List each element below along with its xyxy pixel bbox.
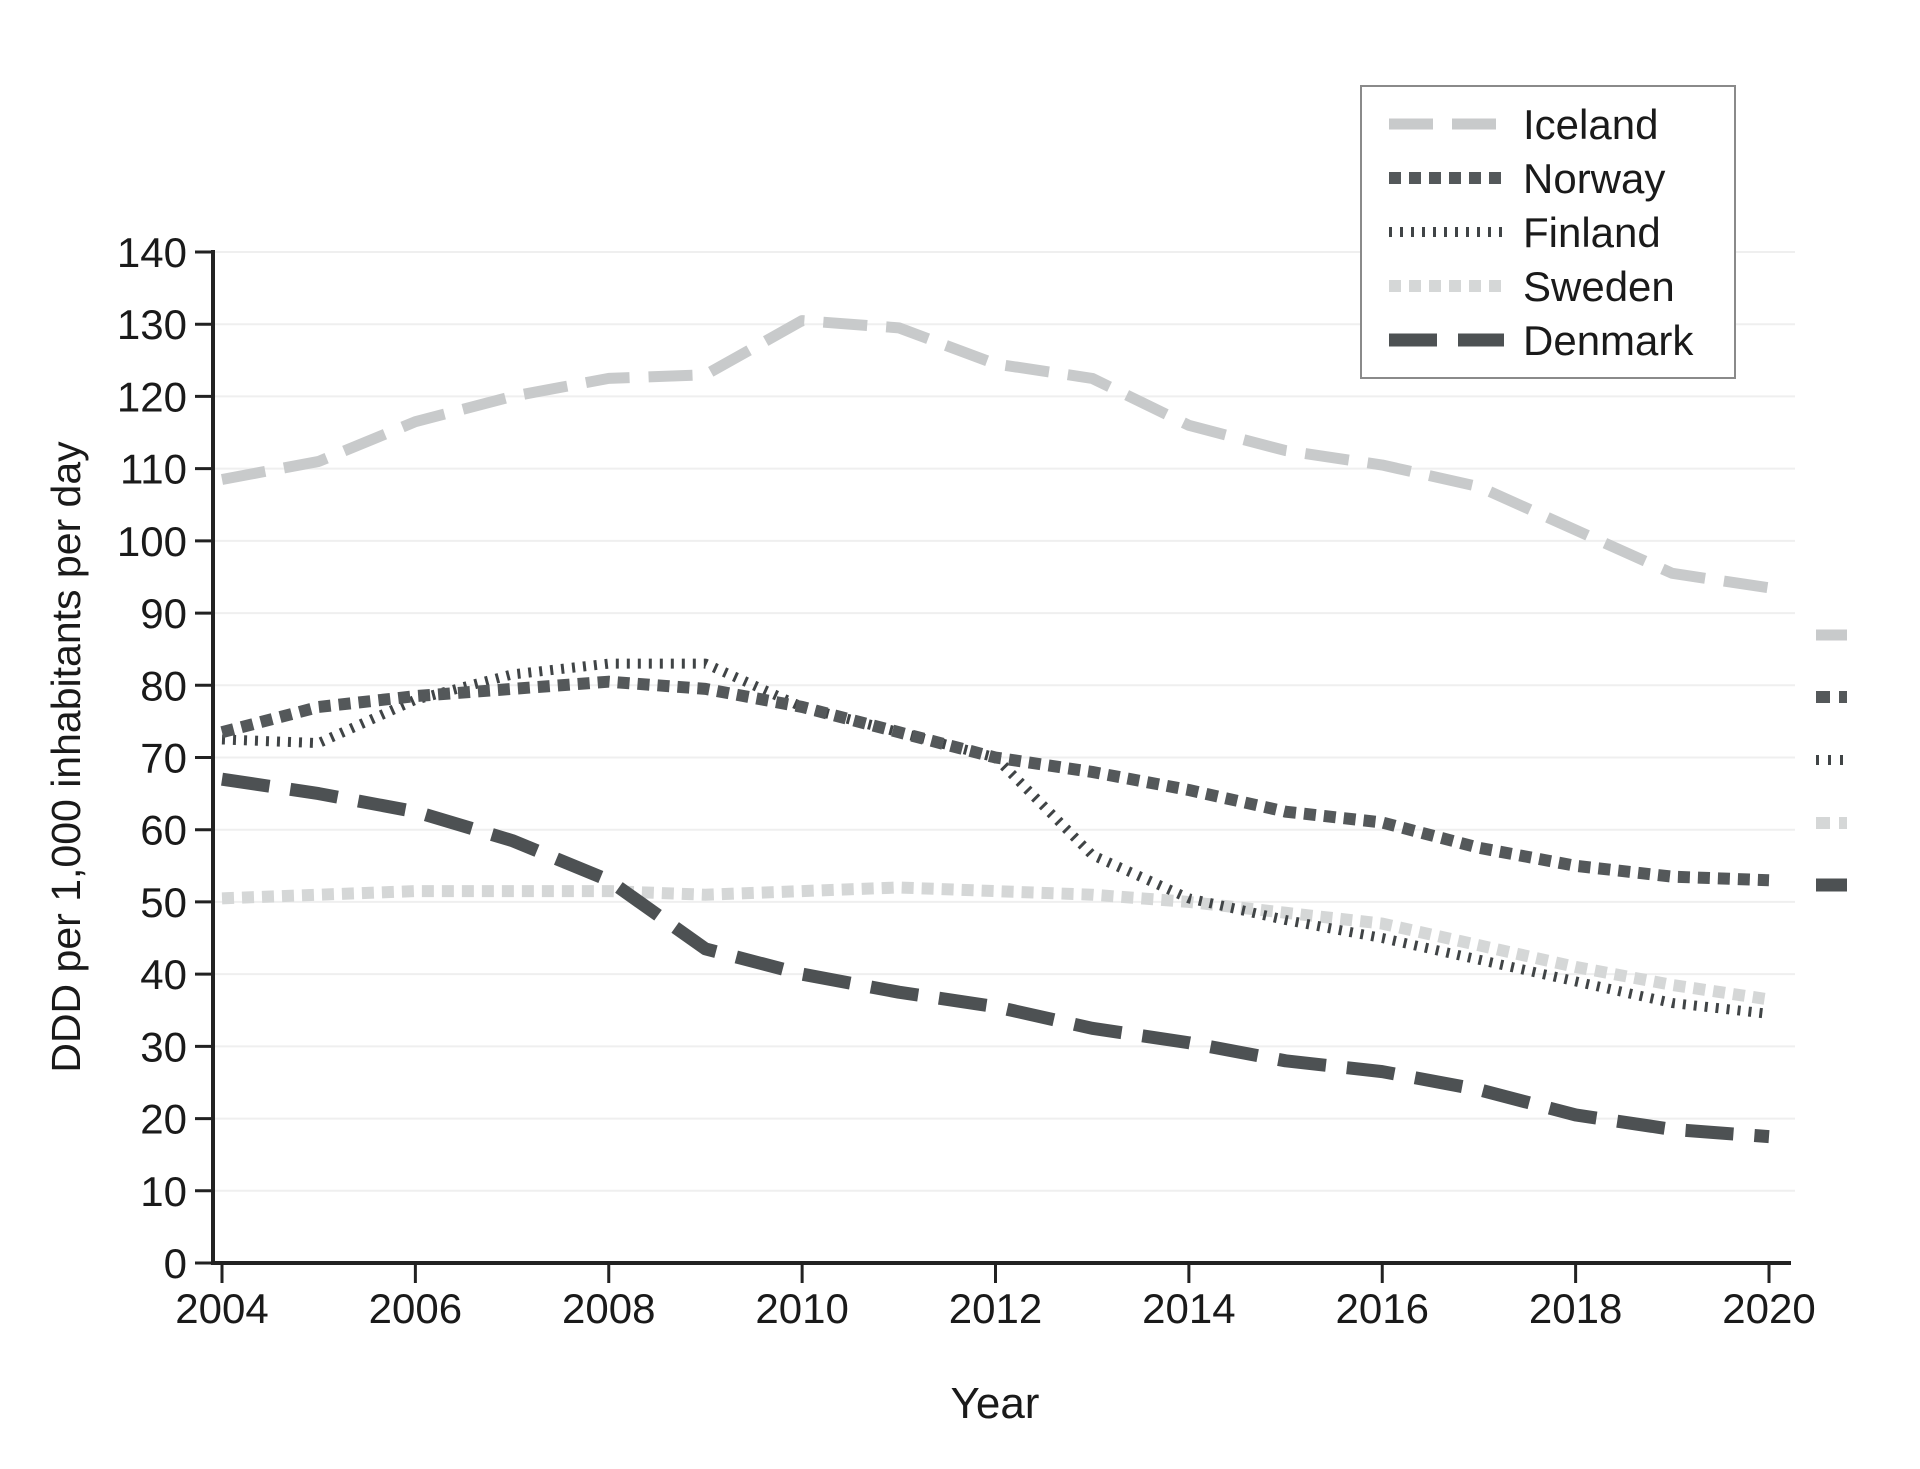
y-tick-label-80: 80 bbox=[140, 662, 187, 709]
y-tick-label-120: 120 bbox=[117, 373, 187, 420]
legend-label-norway: Norway bbox=[1523, 155, 1665, 202]
right-margin-line-samples bbox=[1816, 629, 1847, 892]
legend-item-denmark: Denmark bbox=[1389, 317, 1694, 364]
x-tick-label-2014: 2014 bbox=[1142, 1285, 1235, 1332]
legend-item-norway: Norway bbox=[1389, 155, 1665, 202]
x-tick-label-2020: 2020 bbox=[1722, 1285, 1815, 1332]
series-line-finland bbox=[221, 658, 1770, 1019]
x-tick-label-2008: 2008 bbox=[562, 1285, 655, 1332]
legend-item-finland: Finland bbox=[1389, 209, 1661, 256]
legend-label-denmark: Denmark bbox=[1523, 317, 1694, 364]
y-tick-label-40: 40 bbox=[140, 951, 187, 998]
y-tick-label-110: 110 bbox=[120, 446, 187, 493]
series-line-sweden bbox=[221, 881, 1770, 1006]
y-tick-label-20: 20 bbox=[140, 1096, 187, 1143]
x-axis-title: Year bbox=[951, 1379, 1040, 1428]
y-axis-tick-labels: 0 10 20 30 40 50 60 70 80 90 100 110 120 130 140 bbox=[117, 229, 187, 1287]
y-tick-label-100: 100 bbox=[117, 518, 187, 565]
y-tick-label-0: 0 bbox=[164, 1240, 187, 1287]
x-tick-label-2016: 2016 bbox=[1336, 1285, 1429, 1332]
y-tick-label-60: 60 bbox=[140, 807, 187, 854]
y-axis-title: DDD per 1,000 inhabitants per day bbox=[43, 441, 89, 1073]
x-tick-label-2010: 2010 bbox=[755, 1285, 848, 1332]
legend-label-iceland: Iceland bbox=[1523, 101, 1658, 148]
x-axis-tick-labels: 2004 2006 2008 2010 2012 2014 2016 2018 2020 bbox=[175, 1285, 1815, 1332]
x-tick-label-2012: 2012 bbox=[949, 1285, 1042, 1332]
series-line-denmark bbox=[221, 772, 1770, 1144]
series-line-norway bbox=[220, 675, 1770, 887]
y-tick-label-10: 10 bbox=[140, 1168, 187, 1215]
y-tick-label-70: 70 bbox=[140, 735, 187, 782]
axes bbox=[195, 250, 1791, 1283]
x-tick-label-2006: 2006 bbox=[369, 1285, 462, 1332]
y-tick-label-90: 90 bbox=[140, 590, 187, 637]
legend-item-iceland: Iceland bbox=[1389, 101, 1658, 148]
legend: Iceland Norway Finland Sweden Denmark bbox=[1360, 85, 1736, 379]
y-tick-label-30: 30 bbox=[140, 1023, 187, 1070]
series-line-iceland bbox=[220, 315, 1770, 594]
series-lines bbox=[220, 315, 1770, 1144]
x-tick-label-2004: 2004 bbox=[175, 1285, 268, 1332]
legend-label-sweden: Sweden bbox=[1523, 263, 1675, 310]
gridlines bbox=[213, 251, 1795, 1192]
x-tick-label-2018: 2018 bbox=[1529, 1285, 1622, 1332]
y-tick-label-140: 140 bbox=[117, 229, 187, 276]
y-tick-label-50: 50 bbox=[140, 879, 187, 926]
legend-label-finland: Finland bbox=[1523, 209, 1661, 256]
legend-item-sweden: Sweden bbox=[1389, 263, 1675, 310]
y-tick-label-130: 130 bbox=[117, 301, 187, 348]
